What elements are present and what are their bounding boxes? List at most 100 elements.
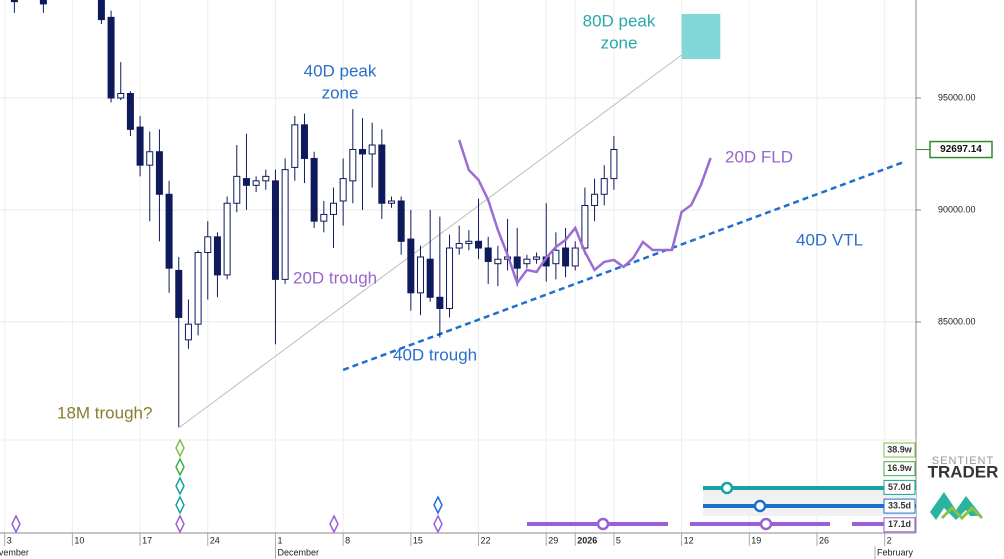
candle-body <box>194 252 202 325</box>
candle-body <box>436 296 444 309</box>
x-tick-label: 29 <box>548 535 558 545</box>
candle-body <box>281 169 289 280</box>
candle-body <box>252 180 260 186</box>
annotation: 18M trough? <box>57 403 152 422</box>
annotation: 80D peak <box>583 11 656 30</box>
y-tick-label: 85000.00 <box>938 316 976 326</box>
candle-body <box>388 200 395 204</box>
cycle-box <box>883 498 916 514</box>
x-tick-label: 12 <box>684 535 694 545</box>
candle-body <box>155 151 163 195</box>
band <box>703 490 916 516</box>
candle-body <box>204 236 212 254</box>
candle-body <box>397 200 405 242</box>
candle-body <box>417 256 425 294</box>
candle-body <box>446 247 454 309</box>
candle-body <box>213 236 221 276</box>
annotation: 20D FLD <box>725 147 793 166</box>
cycle-label: 57.0d <box>888 482 911 492</box>
candle-body <box>136 126 144 166</box>
candle-body <box>465 240 473 245</box>
candle-body <box>494 258 502 265</box>
fld-line <box>458 139 712 286</box>
logo-text: TRADER <box>928 462 999 481</box>
peak-zone <box>681 13 721 60</box>
candle-body <box>262 175 270 182</box>
month-label: December <box>277 547 319 557</box>
cycle-marker <box>596 517 610 531</box>
x-tick-label: 17 <box>142 535 152 545</box>
candle-body <box>513 256 521 269</box>
candle-body <box>117 92 125 99</box>
candle-body <box>349 148 357 182</box>
annotation: 20D trough <box>293 268 377 287</box>
cycle-marker <box>753 499 767 513</box>
cycle-label: 38.9w <box>887 444 913 454</box>
month-label: February <box>877 547 914 557</box>
x-tick-label: 5 <box>616 535 621 545</box>
candle-body <box>475 240 483 249</box>
cycle-marker <box>720 481 734 495</box>
x-tick-label: 15 <box>413 535 423 545</box>
annotation: zone <box>601 33 638 52</box>
cycle-box <box>883 479 916 495</box>
candle-body <box>310 157 318 222</box>
x-tick-label: 1 <box>277 535 282 545</box>
candle-body <box>329 202 337 215</box>
candle-body <box>455 243 463 249</box>
cycle-label: 33.5d <box>888 500 911 510</box>
candle-body <box>378 144 386 204</box>
candle-body <box>126 92 134 130</box>
annotation: 40D trough <box>393 345 477 364</box>
candle-body <box>407 238 415 294</box>
logo-mark <box>940 505 984 521</box>
candle-body <box>107 16 115 99</box>
x-tick-label: 22 <box>481 535 491 545</box>
candle-body <box>426 258 434 298</box>
candle-body <box>581 204 589 249</box>
candle-body <box>291 124 299 168</box>
candle-body <box>223 202 231 276</box>
cycle-marker <box>759 517 773 531</box>
logo: SENTIENT TRADER <box>928 455 999 521</box>
candle-body <box>10 0 18 3</box>
candle-body <box>242 178 250 186</box>
candle-body <box>175 269 183 318</box>
last-price-label: 92697.14 <box>940 144 982 155</box>
y-tick-label: 95000.00 <box>938 92 976 102</box>
candle-body <box>552 249 560 265</box>
annotation: 40D peak <box>304 61 377 80</box>
x-tick-label: 24 <box>210 535 220 545</box>
candle-body <box>358 148 366 155</box>
x-tick-label: 8 <box>345 535 350 545</box>
candle-body <box>523 258 531 265</box>
candle-body <box>610 148 618 180</box>
candle-body <box>600 178 608 195</box>
candle-body <box>271 180 279 280</box>
x-tick-label: 19 <box>751 535 761 545</box>
candle-body <box>484 247 492 262</box>
candle-body <box>300 124 308 159</box>
cycle-label: 16.9w <box>887 463 913 473</box>
cycle-label: 17.1d <box>888 519 911 529</box>
y-tick-label: 90000.00 <box>938 204 976 214</box>
cycle-box <box>883 461 916 477</box>
candle-body <box>97 0 105 21</box>
candle-body <box>146 151 154 166</box>
candle-body <box>165 193 173 269</box>
candle-body <box>339 178 347 202</box>
candle-body <box>368 144 376 155</box>
diamonds <box>11 438 443 534</box>
month-label: November <box>0 547 29 557</box>
annotation: 40D VTL <box>796 230 863 249</box>
candle-body <box>233 175 241 204</box>
annotation: zone <box>322 83 359 102</box>
candle-body <box>533 256 541 260</box>
logo-text: SENTIENT <box>932 455 994 467</box>
candle-body <box>591 193 599 206</box>
x-tick-label: 2 <box>887 535 892 545</box>
plot-area <box>10 0 905 429</box>
candle-body <box>184 323 192 341</box>
